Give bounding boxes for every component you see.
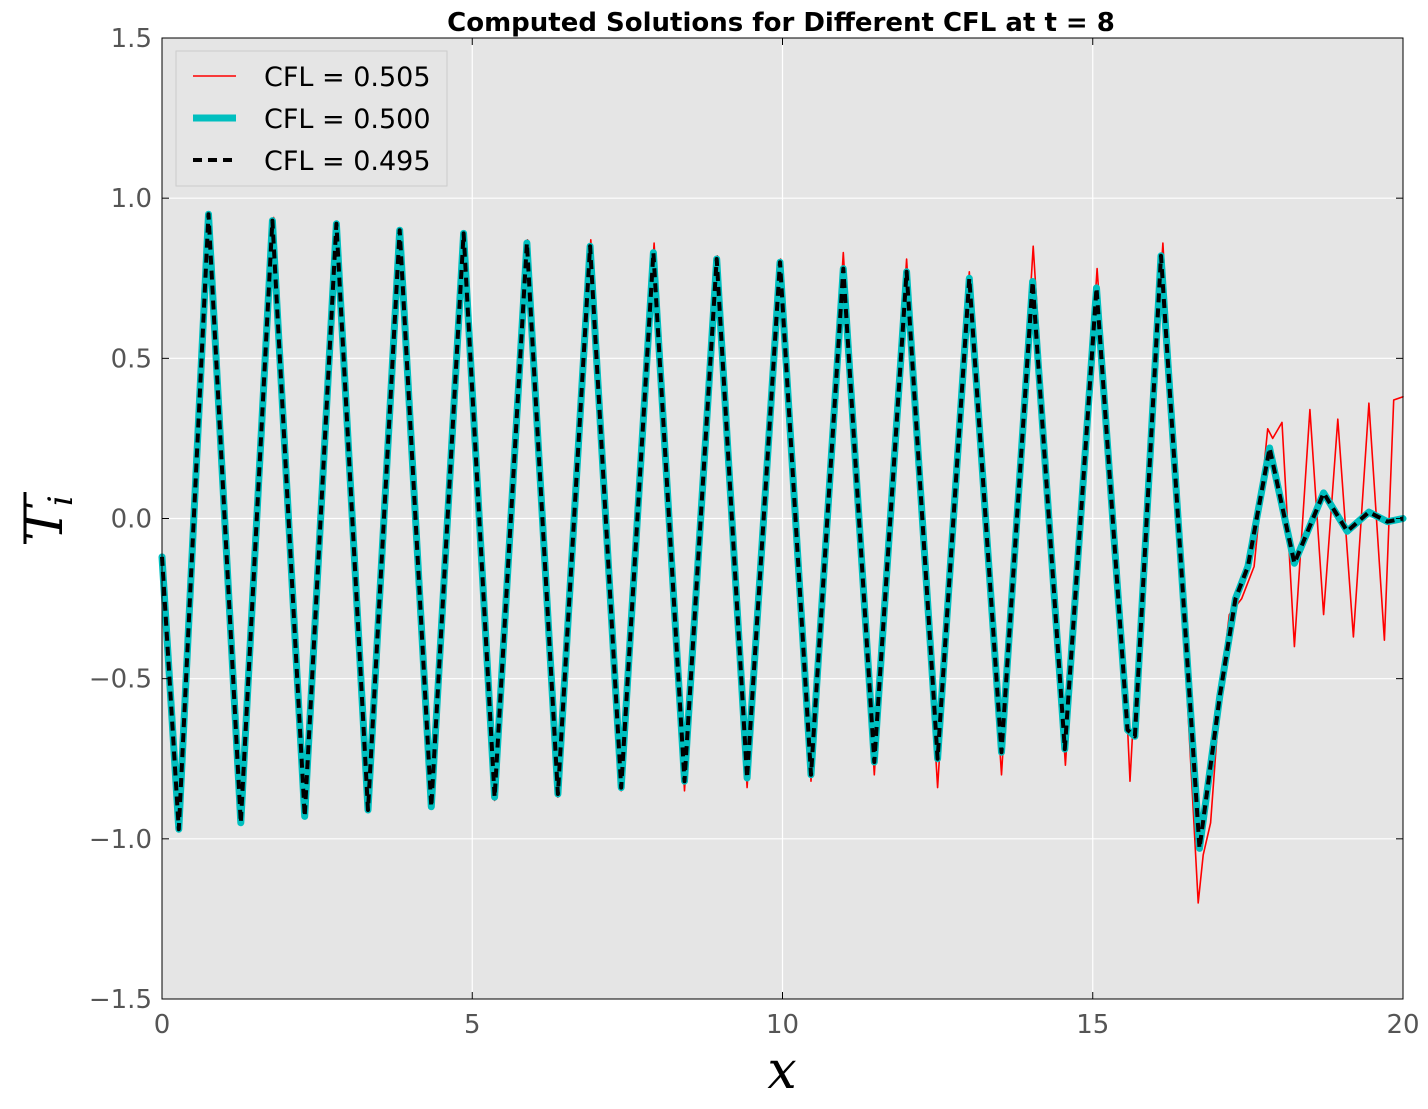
series-layer — [158, 210, 1407, 904]
y-axis-label-sub: i — [41, 495, 81, 506]
y-tick-label-0: −1.5 — [89, 985, 152, 1015]
axes — [161, 37, 1404, 1000]
x-tick-label-1: 5 — [464, 1010, 481, 1040]
y-tick-label-1: −1.0 — [89, 825, 152, 855]
y-tick-label-3: 0.0 — [111, 505, 152, 535]
y-axis-label-text: Ti — [15, 495, 81, 541]
legend-label-2: CFL = 0.495 — [264, 146, 431, 177]
y-axis-label: Ti — [15, 492, 81, 544]
y-tick-label-6: 1.5 — [111, 24, 152, 54]
grid-lines — [162, 38, 1403, 999]
x-tick-label-0: 0 — [154, 1010, 171, 1040]
x-tick-label-4: 20 — [1386, 1010, 1419, 1040]
legend: CFL = 0.505 CFL = 0.500 CFL = 0.495 — [175, 50, 448, 187]
tick-labels: 0 5 10 15 20 −1.5 −1.0 −0.5 0.0 0.5 1.0 1.5 — [89, 24, 1420, 1040]
x-axis-label: x — [767, 1041, 796, 1101]
legend-label-0: CFL = 0.505 — [264, 62, 431, 93]
series-line-2 — [160, 212, 1404, 851]
x-tick-label-3: 15 — [1076, 1010, 1109, 1040]
chart-title: Computed Solutions for Different CFL at … — [447, 8, 1115, 38]
y-tick-label-4: 0.5 — [111, 344, 152, 374]
y-tick-label-2: −0.5 — [89, 665, 152, 695]
x-tick-label-2: 10 — [766, 1010, 799, 1040]
legend-label-1: CFL = 0.500 — [264, 104, 431, 135]
y-axis-label-main: T — [15, 503, 75, 541]
y-tick-label-5: 1.0 — [111, 184, 152, 214]
